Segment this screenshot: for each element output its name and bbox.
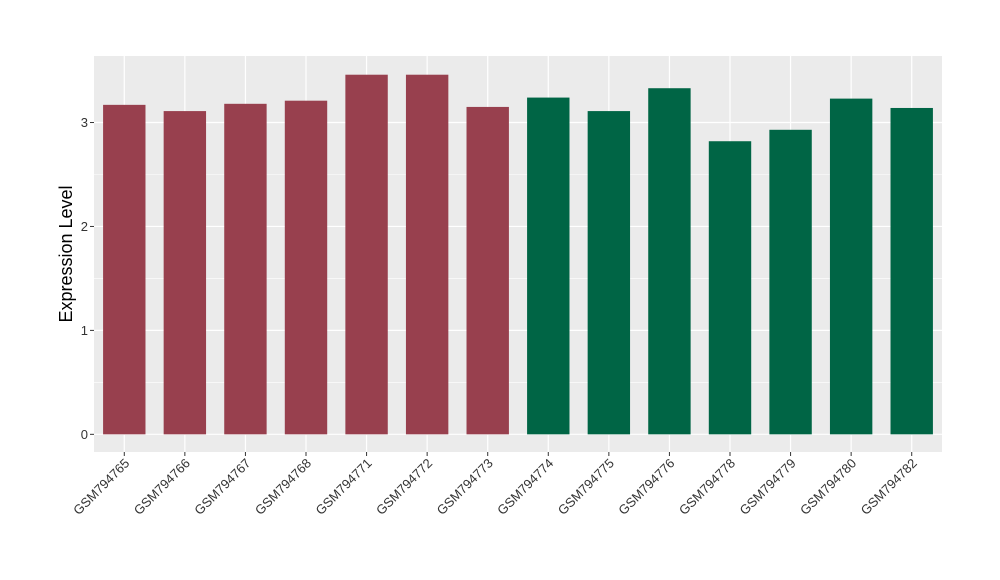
bar-GSM794771 [345,74,388,435]
bar-GSM794782 [890,107,933,435]
y-tick-label: 2 [81,219,88,234]
x-tick-label: GSM794778 [676,456,738,518]
x-axis: GSM794765GSM794766GSM794767GSM794768GSM7… [70,452,920,518]
x-tick-label: GSM794766 [131,456,193,518]
bar-GSM794775 [587,111,631,435]
y-axis-title: Expression Level [56,185,76,322]
x-tick-label: GSM794768 [252,456,314,518]
x-tick-label: GSM794779 [736,456,798,518]
x-tick-label: GSM794771 [312,456,374,518]
x-tick-label: GSM794765 [70,456,132,518]
bars [103,74,933,435]
x-tick-label: GSM794772 [373,456,435,518]
bar-GSM794768 [284,100,328,435]
y-tick-label: 1 [81,323,88,338]
bar-GSM794778 [708,141,752,435]
bar-GSM794773 [466,106,509,435]
bar-GSM794774 [527,97,570,435]
x-tick-label: GSM794773 [434,456,496,518]
bar-GSM794776 [648,88,691,435]
bar-GSM794765 [103,104,146,435]
x-tick-label: GSM794775 [555,456,617,518]
y-tick-label: 0 [81,427,88,442]
bar-GSM794767 [224,103,267,435]
y-tick-label: 3 [81,115,88,130]
bar-GSM794766 [163,111,207,435]
x-tick-label: GSM794782 [858,456,920,518]
x-tick-label: GSM794776 [615,456,677,518]
y-axis: 0 1 2 3 [81,115,94,442]
bar-GSM794779 [769,129,812,435]
plot-panel [94,56,942,452]
bar-GSM794772 [405,74,449,435]
x-tick-label: GSM794767 [191,456,253,518]
x-tick-label: GSM794780 [797,456,859,518]
x-tick-label: GSM794774 [494,456,556,518]
bar-GSM794780 [829,98,873,435]
